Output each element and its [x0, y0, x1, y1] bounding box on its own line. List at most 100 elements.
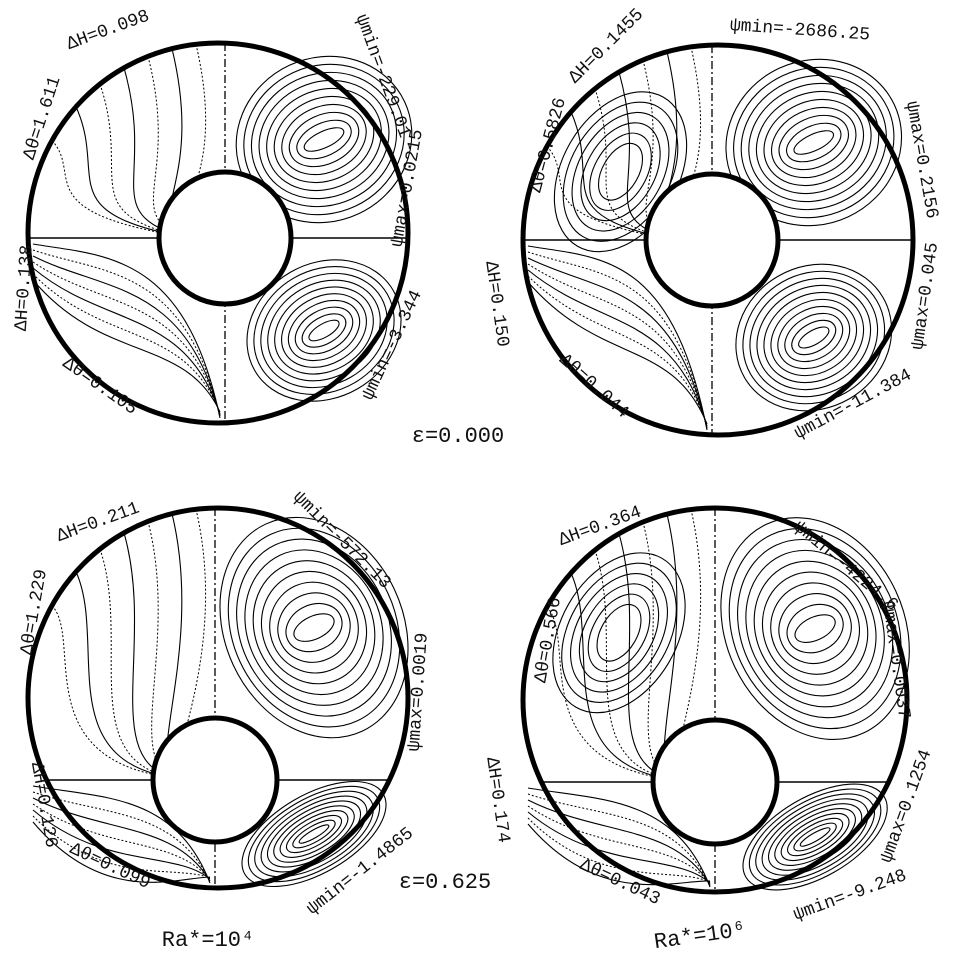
- streamline: [274, 286, 374, 375]
- panel-label: ψmax=0.0037: [877, 600, 913, 720]
- isotherm: [32, 797, 211, 882]
- panel-label: ψmax=0.1254: [877, 747, 936, 866]
- panel-label: ΔH=0.1455: [565, 5, 648, 88]
- streamline: [761, 571, 869, 686]
- streamline: [728, 528, 902, 730]
- isotherm: [32, 821, 211, 883]
- epsilon-label: ε=0.000: [412, 424, 504, 449]
- streamline: [578, 583, 660, 683]
- streamline: [787, 817, 844, 857]
- isotherm: [51, 605, 157, 776]
- streamline: [753, 560, 877, 697]
- streamline: [799, 827, 831, 847]
- isotherm: [642, 59, 662, 236]
- rayleigh-label: Ra*=10⁴: [162, 928, 254, 953]
- streamline: [770, 106, 857, 179]
- isotherm: [527, 251, 708, 430]
- isotherm: [527, 799, 711, 886]
- isotherm: [594, 88, 656, 236]
- streamline: [298, 824, 330, 844]
- isotherm: [527, 281, 708, 425]
- isotherm: [546, 145, 650, 236]
- streamline: [740, 74, 887, 211]
- isotherm: [527, 263, 708, 428]
- panel-label: ΔH=0.138: [12, 244, 38, 332]
- panel-label: ψmax=0.0019: [405, 632, 433, 752]
- streamline: [786, 603, 844, 654]
- streamline: [791, 319, 837, 356]
- streamline: [742, 783, 888, 891]
- panel-label: ΔH=0.098: [64, 7, 152, 55]
- streamline: [296, 119, 352, 160]
- panel-label: Δθ=0.099: [66, 839, 153, 894]
- inner-cylinder: [156, 169, 294, 307]
- isotherm: [147, 521, 169, 776]
- isotherm: [123, 67, 172, 234]
- streamline: [786, 122, 842, 163]
- panel: [25, 40, 413, 426]
- epsilon-label: ε=0.625: [399, 870, 491, 895]
- streamline: [770, 298, 858, 377]
- streamline: [273, 95, 375, 184]
- panel: [520, 505, 910, 895]
- streamline: [793, 822, 837, 852]
- isotherm: [570, 572, 660, 778]
- streamline: [243, 63, 405, 216]
- streamline: [285, 602, 343, 653]
- streamline: [292, 819, 336, 849]
- panel-label: Δθ=1.611: [20, 74, 66, 162]
- isotherm: [32, 791, 211, 883]
- panel-label: ΔH=0.150: [480, 260, 512, 348]
- streamline: [778, 114, 849, 171]
- streamline: [763, 291, 865, 384]
- panel: [25, 505, 411, 891]
- streamline: [303, 127, 345, 152]
- streamline: [778, 593, 852, 665]
- streamline: [281, 293, 367, 368]
- isotherm: [527, 275, 708, 426]
- isotherm: [32, 267, 221, 415]
- streamline: [745, 549, 885, 708]
- streamline: [293, 613, 335, 642]
- streamline: [236, 538, 392, 717]
- inner-cylinder: [643, 171, 781, 309]
- inner-cylinder: [150, 715, 280, 845]
- streamline: [794, 614, 836, 643]
- streamline: [219, 516, 409, 739]
- streamline: [246, 259, 402, 402]
- streamline: [720, 517, 910, 741]
- streamline: [227, 527, 401, 728]
- streamline: [784, 312, 844, 363]
- isotherm: [527, 805, 711, 885]
- streamline: [552, 552, 686, 714]
- isotherm: [32, 261, 221, 416]
- isotherm: [570, 111, 653, 236]
- streamline: [597, 142, 644, 201]
- isotherm: [32, 279, 221, 413]
- streamline: [260, 795, 368, 873]
- isotherm: [99, 83, 169, 234]
- streamline: [798, 326, 830, 349]
- streamline: [287, 299, 361, 362]
- panel-label: Δθ=0.044: [555, 350, 633, 423]
- inner-cylinder: [650, 717, 780, 847]
- streamline: [749, 277, 879, 398]
- isotherm: [618, 533, 666, 778]
- panel-label: Δθ=0.566: [531, 596, 566, 685]
- isotherm: [618, 71, 659, 236]
- outer-cylinder: [520, 505, 910, 895]
- streamline: [269, 581, 359, 674]
- streamline: [301, 313, 347, 348]
- isotherm: [32, 249, 221, 418]
- streamline: [281, 103, 367, 176]
- streamline: [273, 805, 355, 863]
- streamline: [737, 538, 894, 719]
- rayleigh-label: Ra*=10⁶: [653, 917, 748, 955]
- isotherm: [75, 571, 160, 776]
- streamline: [589, 132, 652, 211]
- isotherm: [123, 532, 166, 776]
- streamline: [756, 284, 872, 391]
- streamline: [755, 90, 872, 195]
- streamline: [288, 111, 360, 168]
